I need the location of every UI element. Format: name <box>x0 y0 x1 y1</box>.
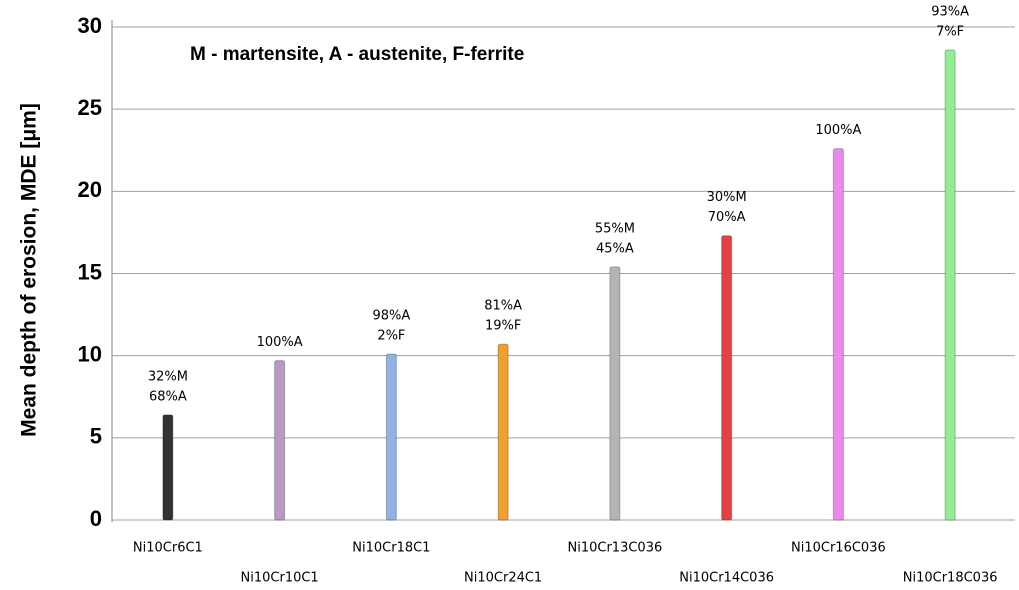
bar <box>274 360 286 521</box>
x-tick-label: Ni10Cr24C1 <box>464 571 542 586</box>
y-tick-label: 25 <box>78 95 102 120</box>
bar <box>832 148 844 521</box>
x-tick-label: Ni10Cr18C036 <box>903 571 998 586</box>
bar-annotation: 100%A <box>815 123 861 138</box>
y-tick-label: 30 <box>78 13 102 38</box>
bar-annotation: 100%A <box>257 335 303 350</box>
bar-annotation: 70%A <box>708 210 746 225</box>
bar-annotation: 81%A <box>484 299 522 314</box>
bar-annotation: 32%M <box>148 369 188 384</box>
x-tick-label: Ni10Cr14C036 <box>679 571 774 586</box>
bar <box>721 235 733 521</box>
x-tick-label: Ni10Cr10C1 <box>241 571 319 586</box>
bar-annotation: 30%M <box>707 190 747 205</box>
bar <box>162 414 174 521</box>
x-tick-label: Ni10Cr18C1 <box>352 541 430 556</box>
bar-annotation: 45%A <box>596 241 634 256</box>
bar-annotation: 98%A <box>372 309 410 324</box>
x-tick-label: Ni10Cr6C1 <box>133 541 203 556</box>
y-tick-label: 5 <box>90 424 102 449</box>
x-tick-label: Ni10Cr16C036 <box>791 541 886 556</box>
bar-annotation: 7%F <box>936 25 964 40</box>
bar <box>944 49 956 521</box>
chart-title: M - martensite, A - austenite, F-ferrite <box>190 44 524 65</box>
bar-annotation: 68%A <box>149 389 187 404</box>
y-tick-label: 0 <box>90 506 102 531</box>
bar <box>385 353 397 521</box>
y-axis-label: Mean depth of erosion, MDE [μm] <box>18 103 41 437</box>
bar-annotation: 93%A <box>931 5 969 20</box>
bar-annotation: 19%F <box>485 319 521 334</box>
bar <box>609 266 621 521</box>
x-tick-label: Ni10Cr13C036 <box>568 541 663 556</box>
y-tick-label: 10 <box>78 341 102 366</box>
bar-annotation: 55%M <box>595 221 635 236</box>
y-tick-label: 15 <box>78 259 102 284</box>
bar-annotation: 2%F <box>377 329 405 344</box>
y-tick-label: 20 <box>78 177 102 202</box>
bar <box>497 343 509 521</box>
